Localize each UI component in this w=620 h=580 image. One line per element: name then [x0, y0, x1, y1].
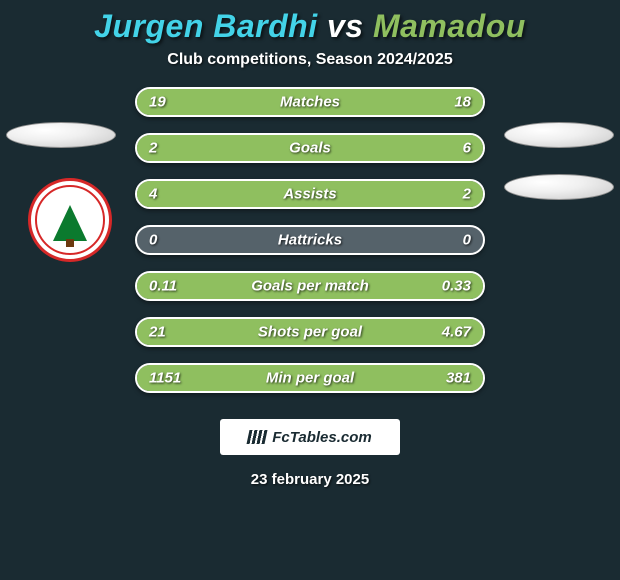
- stat-fill-left: [137, 365, 397, 391]
- stat-value-right: 0: [463, 232, 471, 249]
- bars-icon: [247, 430, 268, 444]
- player2-name: Mamadou: [373, 8, 526, 44]
- club-badge-inner: [31, 181, 109, 259]
- stat-fill-right: [369, 181, 483, 207]
- tree-icon: [53, 205, 87, 241]
- stat-label: Hattricks: [137, 232, 483, 249]
- page-title: Jurgen Bardhi vs Mamadou: [0, 8, 620, 45]
- stat-fill-right: [224, 273, 484, 299]
- stat-row: 1151381Min per goal: [135, 363, 485, 393]
- stat-fill-left: [137, 181, 369, 207]
- stat-row: 214.67Shots per goal: [135, 317, 485, 347]
- club-badge: [28, 178, 112, 262]
- stat-value-left: 0: [149, 232, 157, 249]
- stat-fill-left: [137, 89, 313, 115]
- stat-fill-right: [397, 365, 484, 391]
- subtitle: Club competitions, Season 2024/2025: [0, 51, 620, 69]
- stat-fill-left: [137, 319, 421, 345]
- date-text: 23 february 2025: [0, 471, 620, 488]
- stat-row: 1918Matches: [135, 87, 485, 117]
- stat-row: 0 0Hattricks: [135, 225, 485, 255]
- stat-row: 0.110.33Goals per match: [135, 271, 485, 301]
- stat-row: 42Assists: [135, 179, 485, 209]
- stat-row: 26Goals: [135, 133, 485, 163]
- stats-bars: 1918Matches 26Goals 42Assists 0 0Hattricks 0.…: [135, 87, 485, 393]
- vs-text: vs: [327, 8, 364, 44]
- team-crest-placeholder-left: [6, 122, 116, 148]
- brand-name: FcTables.com: [272, 429, 371, 446]
- player1-name: Jurgen Bardhi: [94, 8, 317, 44]
- stat-fill-right: [313, 89, 483, 115]
- team-crest-placeholder-right-1: [504, 122, 614, 148]
- team-crest-placeholder-right-2: [504, 174, 614, 200]
- stat-fill-right: [224, 135, 484, 161]
- stat-fill-left: [137, 135, 224, 161]
- brand-footer: FcTables.com: [220, 419, 400, 455]
- infographic-content: Jurgen Bardhi vs Mamadou Club competitio…: [0, 0, 620, 580]
- stat-fill-right: [421, 319, 483, 345]
- stat-fill-left: [137, 273, 224, 299]
